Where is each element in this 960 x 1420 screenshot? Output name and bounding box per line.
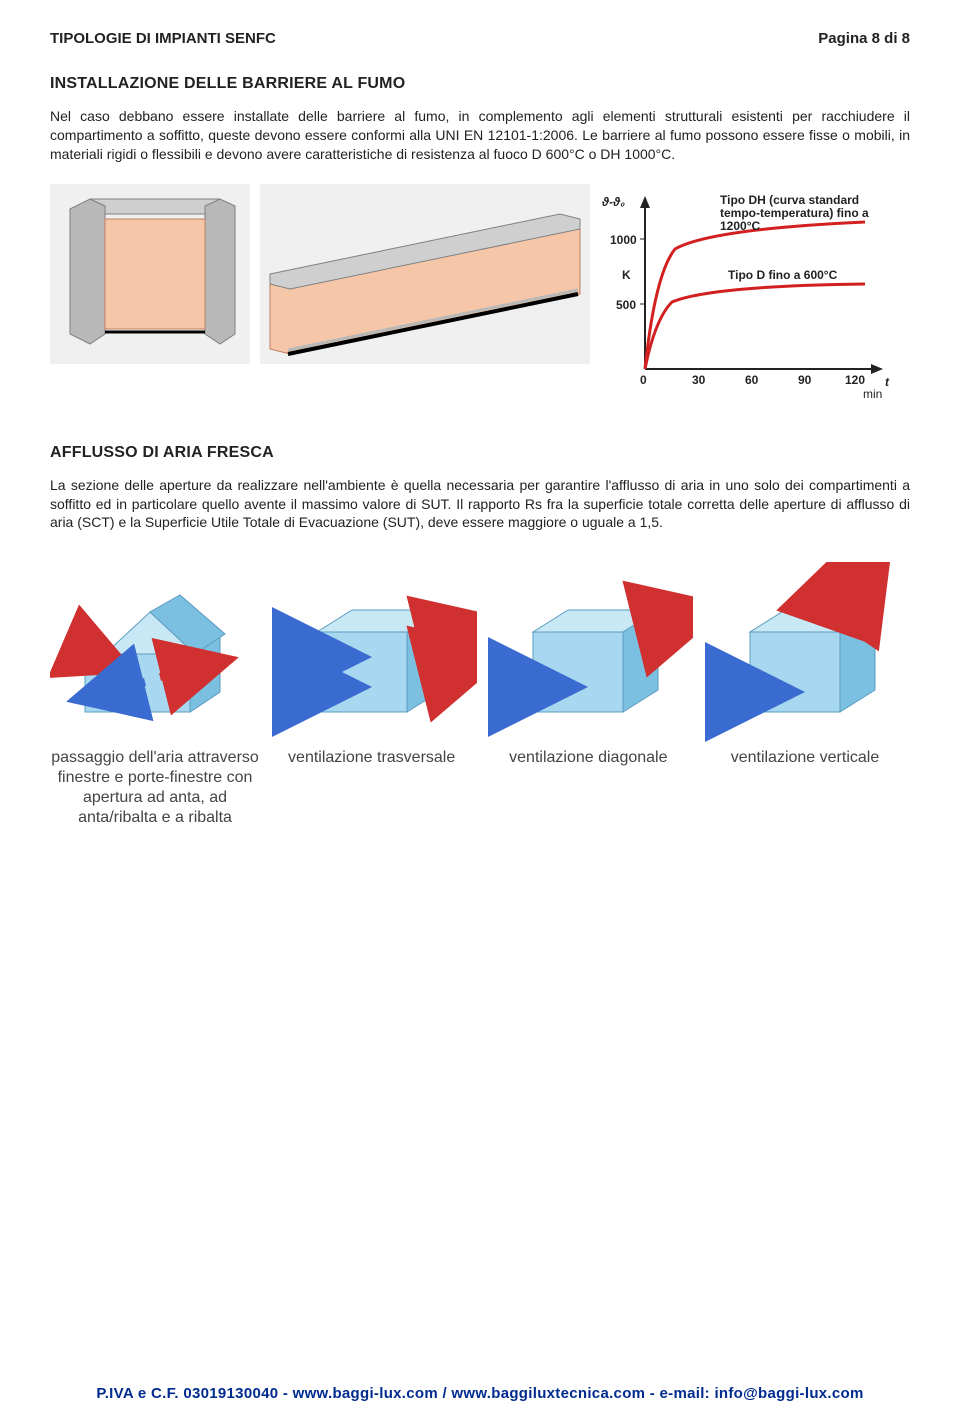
graph-ytick-1000: 1000 [610,233,637,247]
barrier-strip-panel [260,184,590,364]
graph-label-dh: Tipo DH (curva standard tempo-temperatur… [720,194,900,234]
graph-xtick-120: 120 [845,373,865,387]
airflow-caption-0: passaggio dell'aria attraverso finestre … [50,748,260,828]
airflow-caption-2: ventilazione diagonale [509,748,667,768]
section1-body: Nel caso debbano essere installate delle… [50,107,910,164]
header-right: Pagina 8 di 8 [818,30,910,47]
graph-xtick-90: 90 [798,373,812,387]
section2-title: AFFLUSSO DI ARIA FRESCA [50,444,910,462]
page-footer: P.IVA e C.F. 03019130040 - www.baggi-lux… [0,1385,960,1402]
graph-xsymbol: t [885,375,890,389]
graph-ytick-500: 500 [616,298,636,312]
airflow-figure: passaggio dell'aria attraverso finestre … [50,562,910,828]
graph-yunit: K [622,268,631,282]
graph-xtick-60: 60 [745,373,759,387]
graph-ylabel: ϑ-ϑ₀ [601,195,625,209]
graph-xtick-30: 30 [692,373,706,387]
barrier-figure: 1000 500 K ϑ-ϑ₀ 0 30 60 90 120 min t Tip… [50,184,910,404]
airflow-caption-3: ventilazione verticale [731,748,880,768]
airflow-item-2: ventilazione diagonale [483,562,693,828]
graph-xunit: min [863,387,882,401]
airflow-item-1: ventilazione trasversale [267,562,477,828]
section2-body: La sezione delle aperture da realizzare … [50,476,910,533]
barrier-frame-panel [50,184,250,364]
temperature-graph: 1000 500 K ϑ-ϑ₀ 0 30 60 90 120 min t Tip… [600,184,900,404]
graph-label-d: Tipo D fino a 600°C [728,268,838,282]
page-header: TIPOLOGIE DI IMPIANTI SENFC Pagina 8 di … [50,30,910,47]
airflow-item-3: ventilazione verticale [700,562,910,828]
graph-xtick-0: 0 [640,373,647,387]
header-left: TIPOLOGIE DI IMPIANTI SENFC [50,30,276,47]
section1-title: INSTALLAZIONE DELLE BARRIERE AL FUMO [50,75,910,93]
airflow-item-0: passaggio dell'aria attraverso finestre … [50,562,260,828]
airflow-caption-1: ventilazione trasversale [288,748,455,768]
